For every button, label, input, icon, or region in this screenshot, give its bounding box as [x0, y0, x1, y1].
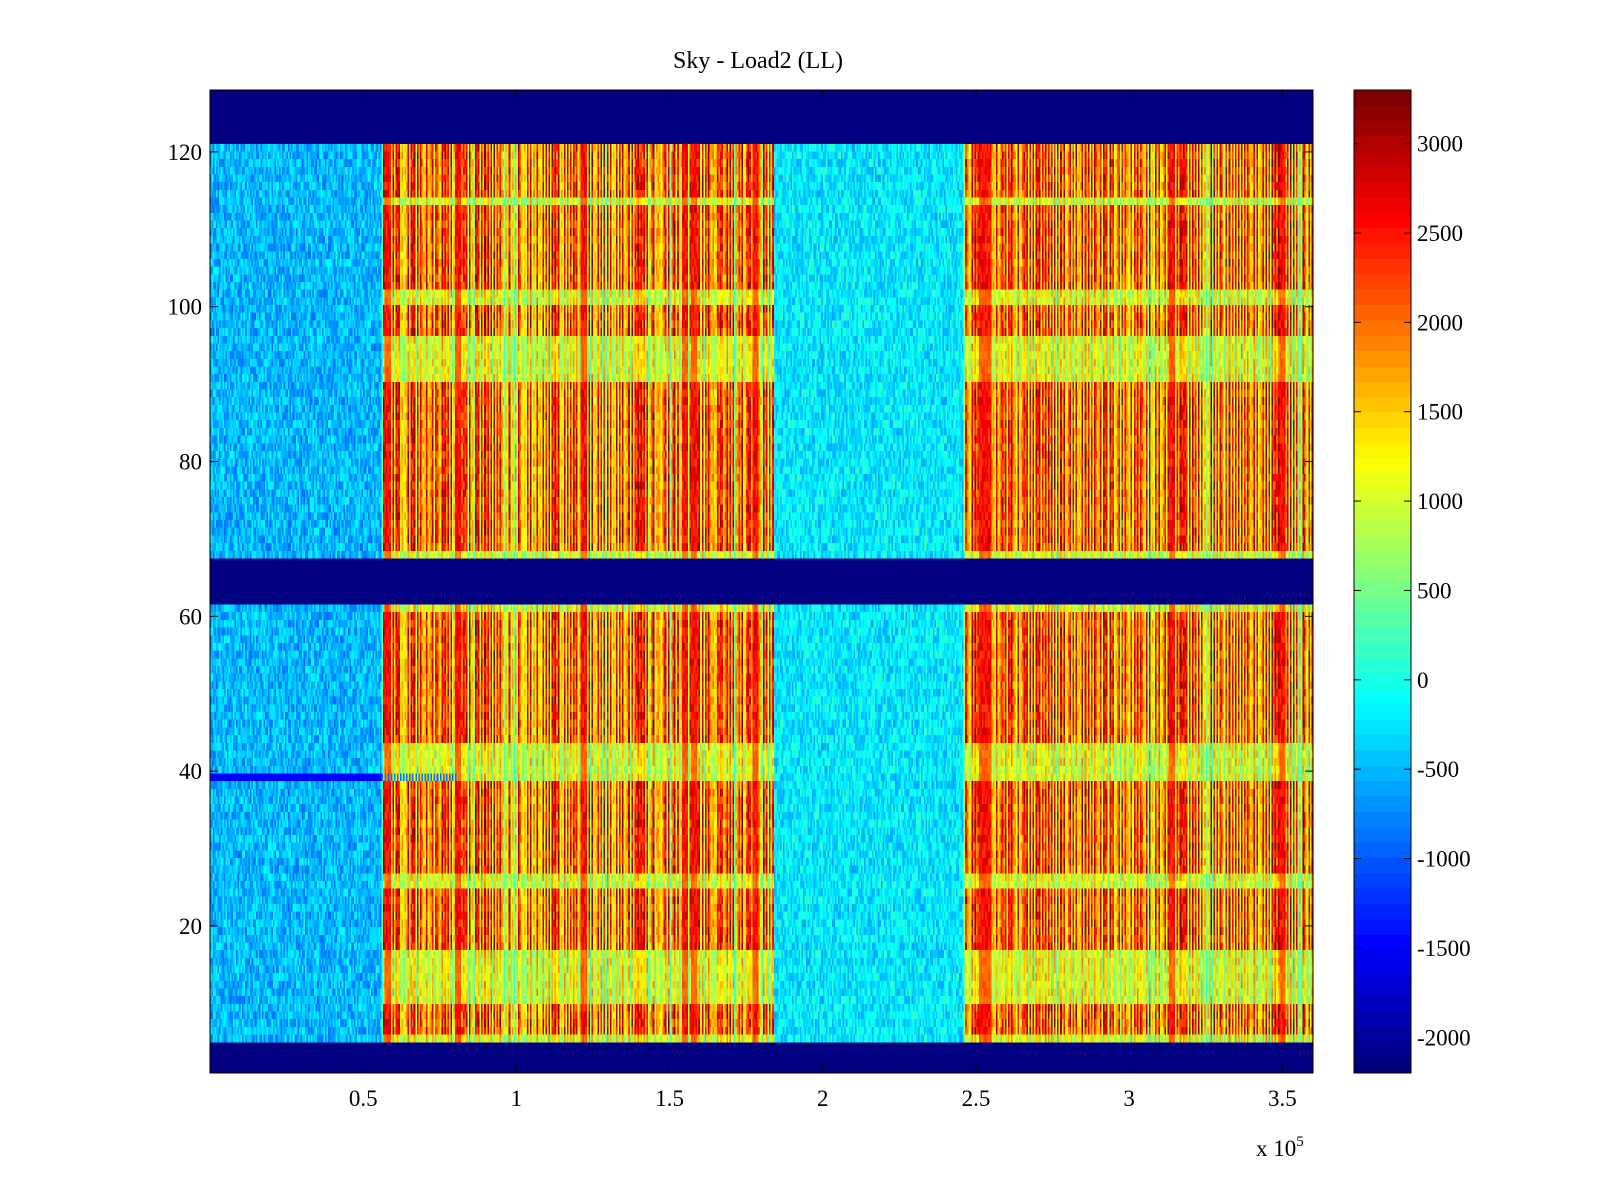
colorbar-tick-label: -2000 — [1417, 1025, 1471, 1050]
x-tick-label: 1 — [511, 1086, 523, 1111]
x-tick-label: 1.5 — [655, 1086, 684, 1111]
y-tick-label: 100 — [168, 295, 203, 320]
x-axis-ticks: 0.5 1 1.5 2 2.5 3 3.5 — [349, 90, 1297, 1111]
colorbar-tick-label: 1500 — [1417, 400, 1463, 425]
x-tick-label: 3.5 — [1268, 1086, 1297, 1111]
x-multiplier-label: x 105 — [1256, 1134, 1304, 1161]
heatmap-plot-area: 0.5 1 1.5 2 2.5 3 3.5 20 40 60 80 100 120 x 105 — [168, 89, 1314, 1161]
x-multiplier-exponent: 5 — [1296, 1134, 1304, 1150]
x-tick-label: 2.5 — [962, 1086, 991, 1111]
colorbar-tick-label: -1500 — [1417, 936, 1471, 961]
y-tick-label: 40 — [179, 759, 202, 784]
colorbar-gradient — [1354, 90, 1411, 1073]
y-tick-label: 80 — [179, 450, 202, 475]
colorbar-ticks: -2000 -1500 -1000 -500 0 500 1000 1500 2000 2500 3… — [1354, 132, 1471, 1050]
colorbar-tick-label: 1000 — [1417, 489, 1463, 514]
y-tick-label: 60 — [179, 604, 202, 629]
colorbar: -2000 -1500 -1000 -500 0 500 1000 1500 2000 2500 3… — [1353, 89, 1471, 1074]
colorbar-tick-label: 500 — [1417, 578, 1452, 603]
y-tick-label: 20 — [179, 914, 202, 939]
colorbar-tick-label: -1000 — [1417, 847, 1471, 872]
plot-frame — [209, 89, 1314, 1074]
x-tick-label: 2 — [817, 1086, 829, 1111]
colorbar-tick-label: -500 — [1417, 757, 1459, 782]
chart-title: Sky - Load2 (LL) — [673, 48, 843, 74]
x-tick-label: 0.5 — [349, 1086, 378, 1111]
x-tick-label: 3 — [1123, 1086, 1135, 1111]
colorbar-frame — [1353, 89, 1412, 1074]
heatmap-image — [210, 90, 1313, 1073]
y-axis-ticks: 20 40 60 80 100 120 — [168, 140, 1313, 939]
colorbar-tick-label: 0 — [1417, 668, 1429, 693]
y-tick-label: 120 — [168, 140, 203, 165]
colorbar-tick-label: 2000 — [1417, 310, 1463, 335]
colorbar-tick-label: 2500 — [1417, 221, 1463, 246]
colorbar-tick-label: 3000 — [1417, 132, 1463, 157]
